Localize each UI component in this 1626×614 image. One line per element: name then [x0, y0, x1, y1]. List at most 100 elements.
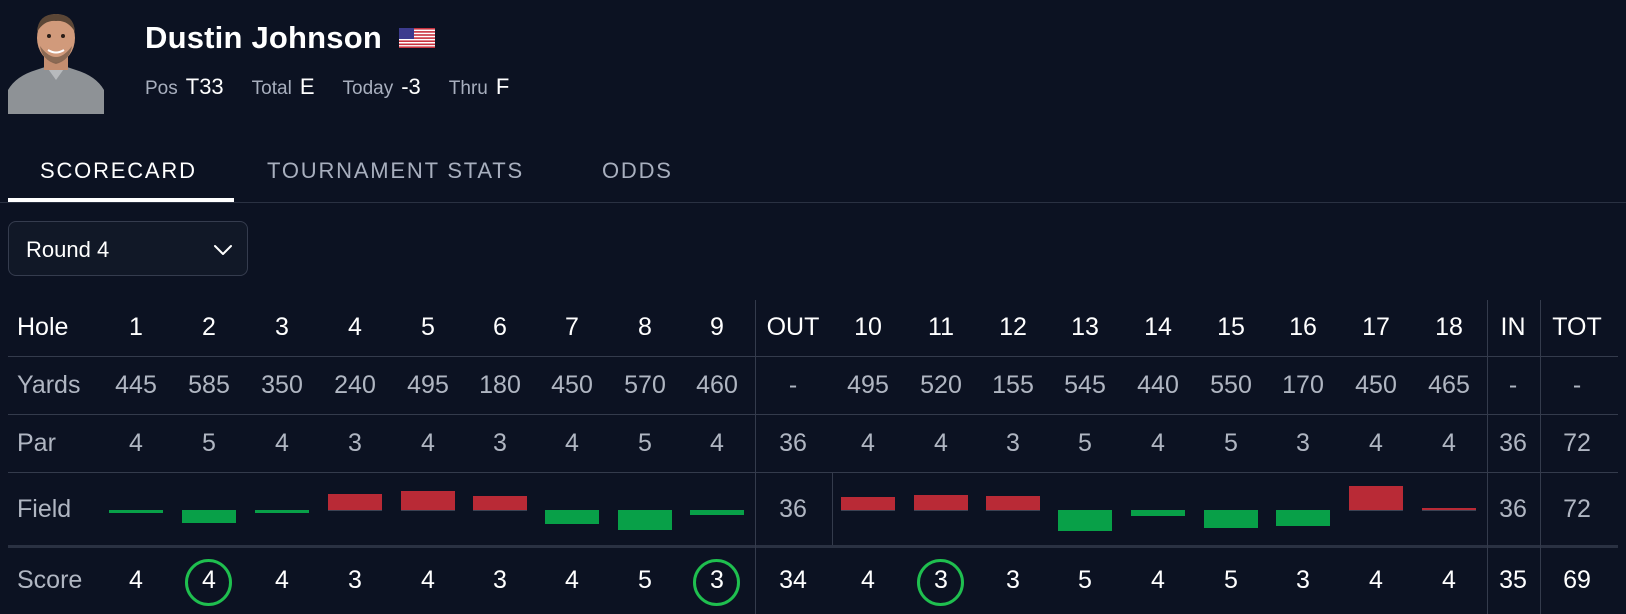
field-bar [1131, 510, 1185, 516]
hole-header: 1 [129, 313, 143, 341]
row-divider [8, 414, 1618, 415]
yards-cell: 450 [1355, 371, 1397, 399]
yards-cell: 240 [334, 371, 376, 399]
field-baseline [1349, 510, 1403, 511]
pos-value: T33 [185, 74, 224, 99]
hole-header: 15 [1217, 313, 1245, 341]
birdie-circle [693, 559, 740, 606]
yards-cell: 520 [920, 371, 962, 399]
score-cell: 5 [1078, 566, 1092, 594]
par-cell: 4 [710, 429, 724, 457]
hole-header: 17 [1362, 313, 1390, 341]
field-baseline [986, 510, 1040, 511]
par-cell: 36 [1499, 429, 1527, 457]
yards-cell: 550 [1210, 371, 1252, 399]
column-divider [1487, 300, 1488, 614]
par-cell: 3 [1006, 429, 1020, 457]
score-cell: 4 [861, 566, 875, 594]
par-cell: 36 [779, 429, 807, 457]
yards-cell: 545 [1064, 371, 1106, 399]
score-cell: 5 [1224, 566, 1238, 594]
score-cell: 3 [348, 566, 362, 594]
column-divider [832, 472, 833, 545]
hole-header: OUT [766, 313, 820, 341]
par-cell: 5 [1078, 429, 1092, 457]
scorecard-table: Hole Yards Par Field Score 1 445 4 4 2 585 5 4 3… [0, 300, 1626, 614]
hole-header: 16 [1289, 313, 1317, 341]
field-bar [109, 510, 163, 514]
yards-cell: 585 [188, 371, 230, 399]
field-baseline [328, 510, 382, 511]
score-cell: 5 [638, 566, 652, 594]
row-divider [8, 356, 1618, 357]
yards-cell: - [1508, 371, 1518, 399]
birdie-circle [917, 559, 964, 606]
field-bar [1422, 508, 1476, 510]
field-bar [328, 493, 382, 510]
field-total-cell: 72 [1563, 495, 1591, 523]
field-baseline [401, 510, 455, 511]
par-cell: 4 [275, 429, 289, 457]
yards-cell: 495 [407, 371, 449, 399]
par-cell: 3 [348, 429, 362, 457]
field-bar [1349, 485, 1403, 510]
yards-cell: 155 [992, 371, 1034, 399]
hole-header: 10 [854, 313, 882, 341]
field-bar [841, 497, 895, 510]
par-cell: 4 [421, 429, 435, 457]
column-divider [1540, 300, 1541, 614]
hole-header: IN [1500, 313, 1526, 341]
tab-tournament-stats[interactable]: TOURNAMENT STATS [267, 158, 524, 183]
score-cell: 4 [565, 566, 579, 594]
field-bar [545, 510, 599, 525]
field-bar [1058, 510, 1112, 531]
hole-header: 8 [638, 313, 652, 341]
field-bar [1204, 510, 1258, 529]
total-label: Total [251, 78, 292, 99]
par-cell: 4 [1369, 429, 1383, 457]
player-name: Dustin Johnson [145, 20, 383, 55]
field-bar [986, 495, 1040, 510]
score-cell: 4 [1442, 566, 1456, 594]
score-cell: 4 [421, 566, 435, 594]
active-tab-indicator [8, 198, 234, 202]
yards-cell: 445 [115, 371, 157, 399]
field-bar [401, 490, 455, 510]
par-cell: 72 [1563, 429, 1591, 457]
player-avatar [8, 6, 104, 114]
score-cell: 34 [779, 566, 807, 594]
us-flag-icon [399, 28, 435, 48]
score-cell: 3 [1296, 566, 1310, 594]
score-cell: 4 [129, 566, 143, 594]
row-label-par: Par [17, 429, 56, 457]
par-cell: 4 [1442, 429, 1456, 457]
hole-header: 2 [202, 313, 216, 341]
round-select[interactable]: Round 4 [8, 221, 248, 276]
row-label-field: Field [17, 495, 72, 523]
birdie-circle [185, 559, 232, 606]
today-label: Today [342, 78, 394, 99]
thru-label: Thru [448, 78, 488, 99]
thru-value: F [495, 74, 510, 99]
par-cell: 4 [934, 429, 948, 457]
row-divider [8, 472, 1618, 473]
field-baseline [841, 510, 895, 511]
total-value: E [299, 74, 315, 99]
hole-header: 5 [421, 313, 435, 341]
par-cell: 4 [861, 429, 875, 457]
score-cell: 4 [275, 566, 289, 594]
hole-header: 11 [928, 313, 954, 341]
field-bar [618, 510, 672, 530]
row-label-hole: Hole [17, 313, 69, 341]
tab-scorecard[interactable]: SCORECARD [40, 158, 197, 183]
field-bar [182, 510, 236, 523]
yards-cell: 350 [261, 371, 303, 399]
tab-bar: SCORECARD TOURNAMENT STATS ODDS [0, 150, 1626, 203]
tab-odds[interactable]: ODDS [602, 158, 673, 183]
field-bar [255, 510, 309, 513]
hole-header: 7 [565, 313, 579, 341]
score-cell: 4 [1369, 566, 1383, 594]
player-stats: Pos T33 Total E Today -3 Thru F [145, 74, 537, 102]
row-divider [8, 545, 1618, 548]
yards-cell: 570 [624, 371, 666, 399]
